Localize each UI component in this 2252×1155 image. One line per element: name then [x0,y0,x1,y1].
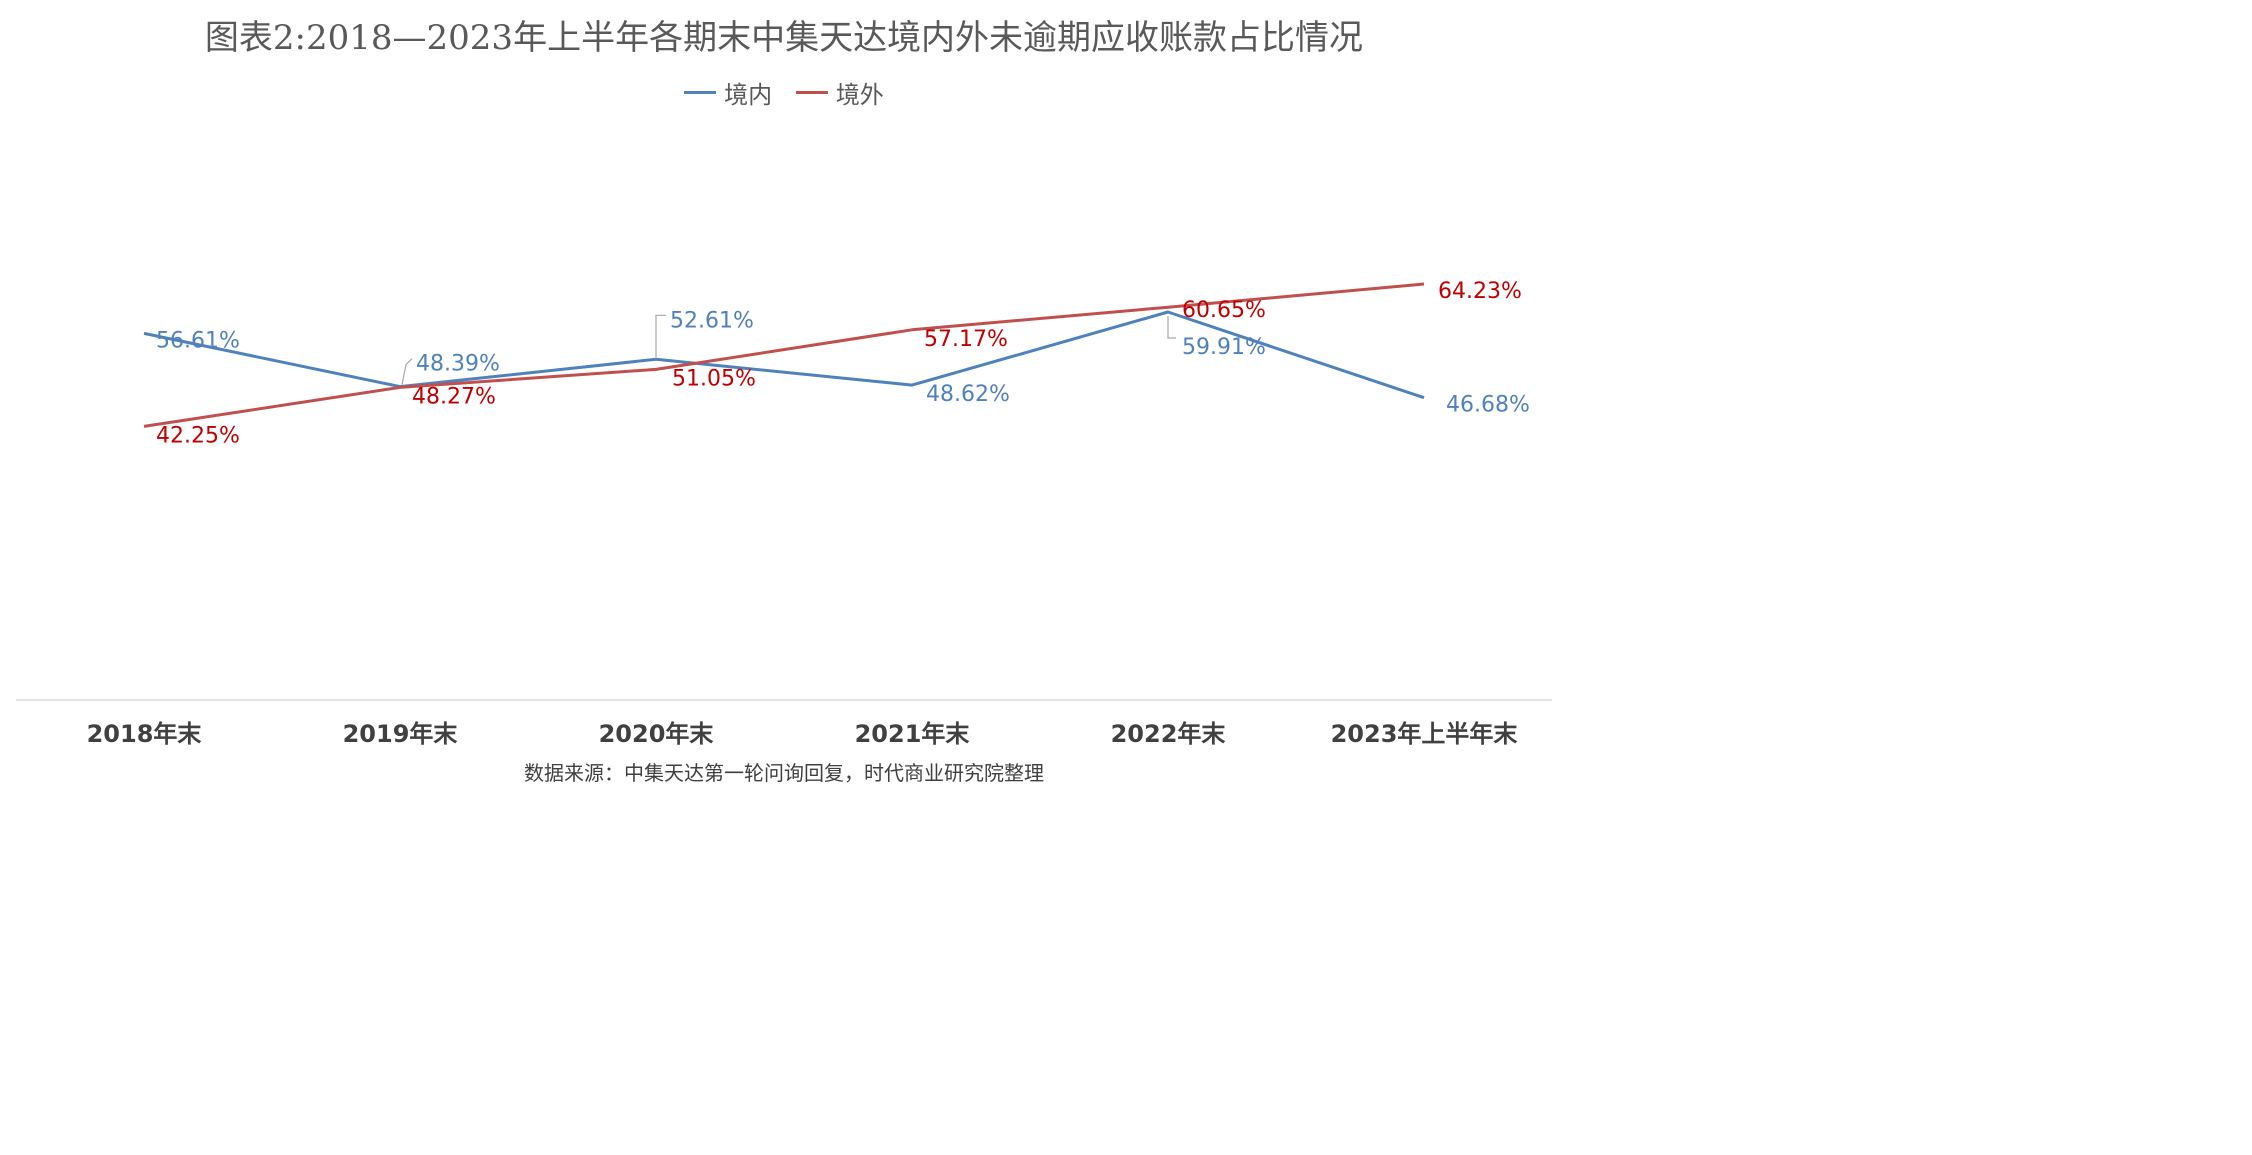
data-label-domestic: 59.91% [1182,335,1266,360]
legend-item-overseas: 境外 [795,75,884,110]
data-label-leader [1167,316,1176,339]
data-label-domestic: 46.68% [1446,393,1530,418]
series-line-domestic [143,310,1425,400]
data-label-overseas: 48.27% [412,384,496,409]
data-label-domestic: 48.39% [416,352,500,377]
x-tick-label: 2021年末 [855,720,971,748]
series-line-overseas [143,282,1425,428]
chart-title: 图表2:2018—2023年上半年各期末中集天达境内外未逾期应收账款占比情况 [204,18,1364,58]
legend-label-domestic: 境内 [724,81,773,109]
x-tick-label: 2020年末 [599,720,715,748]
line-chart: 2018年末 2019年末 2020年末 2021年末 2022年末 2023年上半年末 5… [16,279,1552,748]
legend-swatch-overseas [795,91,828,94]
data-label-leader [655,314,666,358]
data-label-leader [401,358,413,385]
data-label-overseas: 60.65% [1182,298,1266,323]
legend-label-overseas: 境外 [835,81,884,109]
data-source-note: 数据来源：中集天达第一轮问询回复，时代商业研究院整理 [524,761,1044,785]
chart-legend: 境内 境外 [0,72,1568,110]
x-tick-label: 2023年上半年末 [1331,720,1519,748]
data-label-domestic: 48.62% [926,382,1010,407]
data-label-overseas: 57.17% [924,327,1008,352]
x-tick-label: 2022年末 [1111,720,1227,748]
data-label-overseas: 51.05% [672,366,756,391]
data-label-domestic: 56.61% [156,328,240,353]
data-label-overseas: 64.23% [1438,279,1522,304]
legend-item-domestic: 境内 [684,75,772,110]
data-label-domestic: 52.61% [670,308,754,333]
legend-swatch-domestic [684,91,717,94]
x-tick-label: 2018年末 [87,720,203,748]
data-label-overseas: 42.25% [156,423,240,448]
x-tick-label: 2019年末 [343,720,459,748]
